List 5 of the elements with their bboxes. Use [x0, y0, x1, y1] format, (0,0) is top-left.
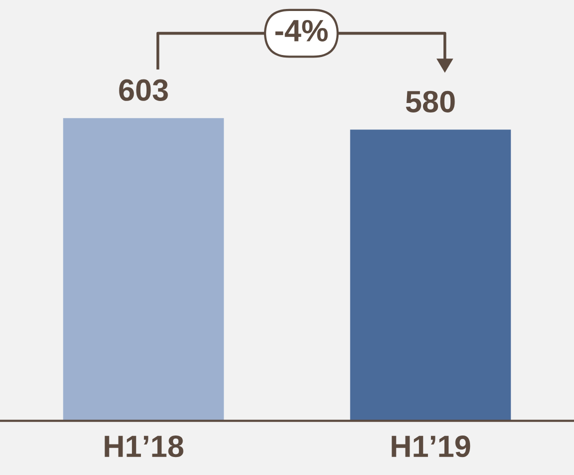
x-tick-label: H1’18 — [104, 436, 184, 458]
x-tick-label: H1’19 — [392, 436, 470, 458]
data-label: 603 — [119, 79, 168, 101]
text: -4% — [275, 20, 328, 42]
data-label: 580 — [406, 90, 455, 112]
